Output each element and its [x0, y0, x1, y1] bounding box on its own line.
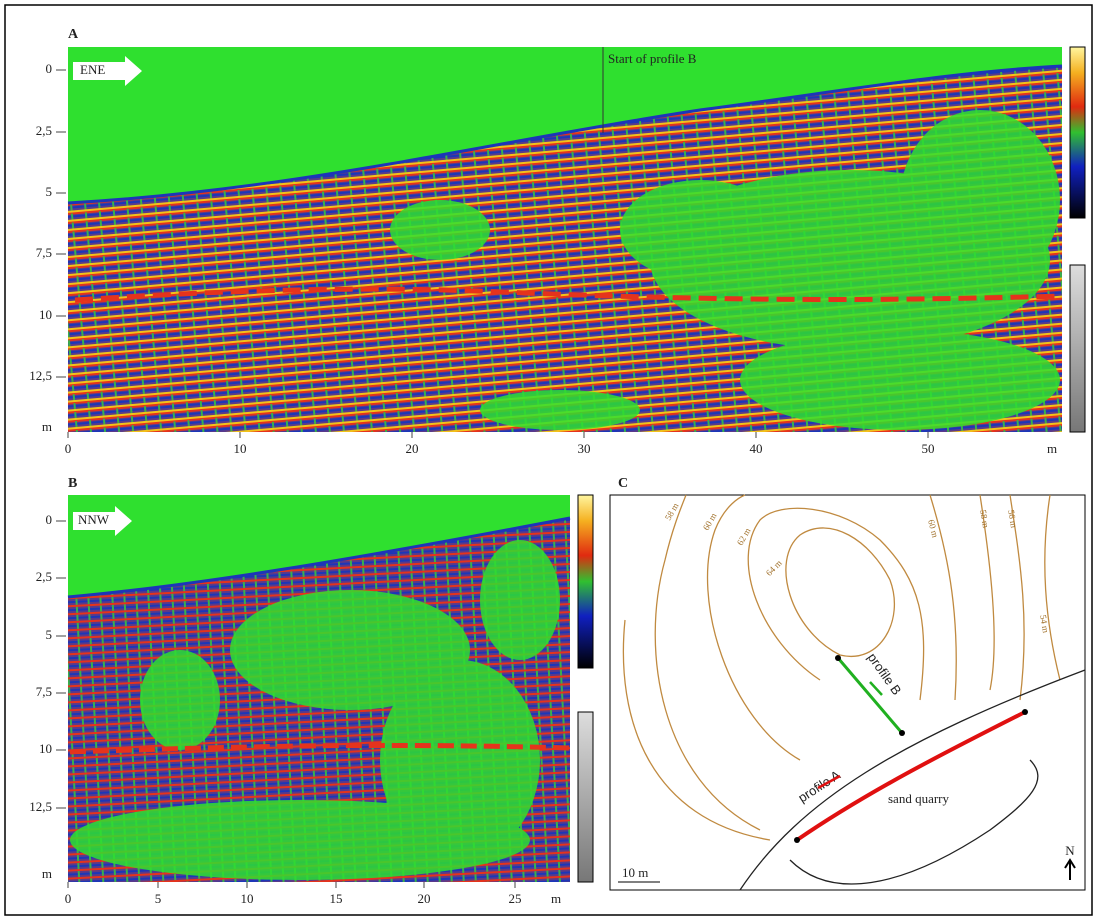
figure: A Start of profile B ENE B NNW C 58 m 60… [0, 0, 1097, 921]
y-tick-label: 10 [39, 307, 52, 322]
y-tick-label: m [42, 419, 52, 434]
y-tick-label: 7,5 [36, 684, 52, 699]
y-tick-label: 5 [46, 627, 53, 642]
y-tick-label: 7,5 [36, 245, 52, 260]
x-tick-label: 10 [241, 891, 254, 906]
x-tick-label: 20 [406, 441, 419, 456]
x-tick-label: 30 [578, 441, 591, 456]
x-tick-label: 5 [155, 891, 162, 906]
gain-bar [578, 712, 593, 882]
feature-label: sand quarry [888, 791, 950, 806]
x-tick-label: 0 [65, 441, 72, 456]
endpoint [1022, 709, 1028, 715]
panel-c: C 58 m 60 m 62 m 64 m 60 m 58 m 56 m 54 … [610, 476, 1085, 890]
endpoint [899, 730, 905, 736]
scale-label: 10 m [622, 865, 648, 880]
colorbar [1070, 47, 1085, 218]
endpoint [835, 655, 841, 661]
panel-b: B NNW [68, 476, 593, 882]
y-tick-label: 0 [46, 512, 53, 527]
x-tick-label: m [551, 891, 561, 906]
direction: NNW [78, 512, 110, 527]
endpoint [794, 837, 800, 843]
x-tick-label: 15 [330, 891, 343, 906]
y-tick-label: 2,5 [36, 569, 52, 584]
annotation: Start of profile B [608, 51, 697, 66]
x-tick-label: 20 [418, 891, 431, 906]
y-tick-label: 12,5 [29, 368, 52, 383]
x-tick-label: 10 [234, 441, 247, 456]
x-tick-label: 0 [65, 891, 72, 906]
panel-label: C [618, 476, 628, 491]
map-frame [610, 495, 1085, 890]
north-label: N [1065, 843, 1075, 858]
y-tick-label: 5 [46, 184, 53, 199]
gain-bar [1070, 265, 1085, 432]
direction: ENE [80, 62, 105, 77]
colorbar [578, 495, 593, 668]
x-tick-label: 50 [922, 441, 935, 456]
panel-a: A Start of profile B ENE [68, 27, 1085, 432]
y-tick-label: 2,5 [36, 123, 52, 138]
panel-label: B [68, 476, 77, 491]
y-tick-label: 10 [39, 741, 52, 756]
y-tick-label: m [42, 866, 52, 881]
x-tick-label: 40 [750, 441, 763, 456]
y-tick-label: 12,5 [29, 799, 52, 814]
x-tick-label: m [1047, 441, 1057, 456]
x-tick-label: 25 [509, 891, 522, 906]
panel-label: A [68, 27, 79, 42]
y-tick-label: 0 [46, 61, 53, 76]
